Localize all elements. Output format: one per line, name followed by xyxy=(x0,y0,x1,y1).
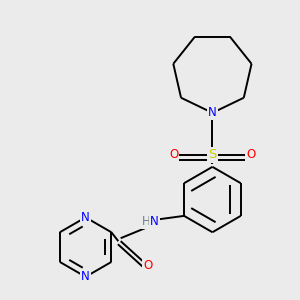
Text: N: N xyxy=(150,215,159,228)
Text: O: O xyxy=(246,148,256,161)
Text: N: N xyxy=(81,270,90,283)
Text: S: S xyxy=(208,148,217,161)
Text: N: N xyxy=(81,211,90,224)
Text: O: O xyxy=(143,260,153,272)
Text: O: O xyxy=(169,148,178,161)
Text: N: N xyxy=(208,106,217,119)
Text: H: H xyxy=(142,215,151,228)
